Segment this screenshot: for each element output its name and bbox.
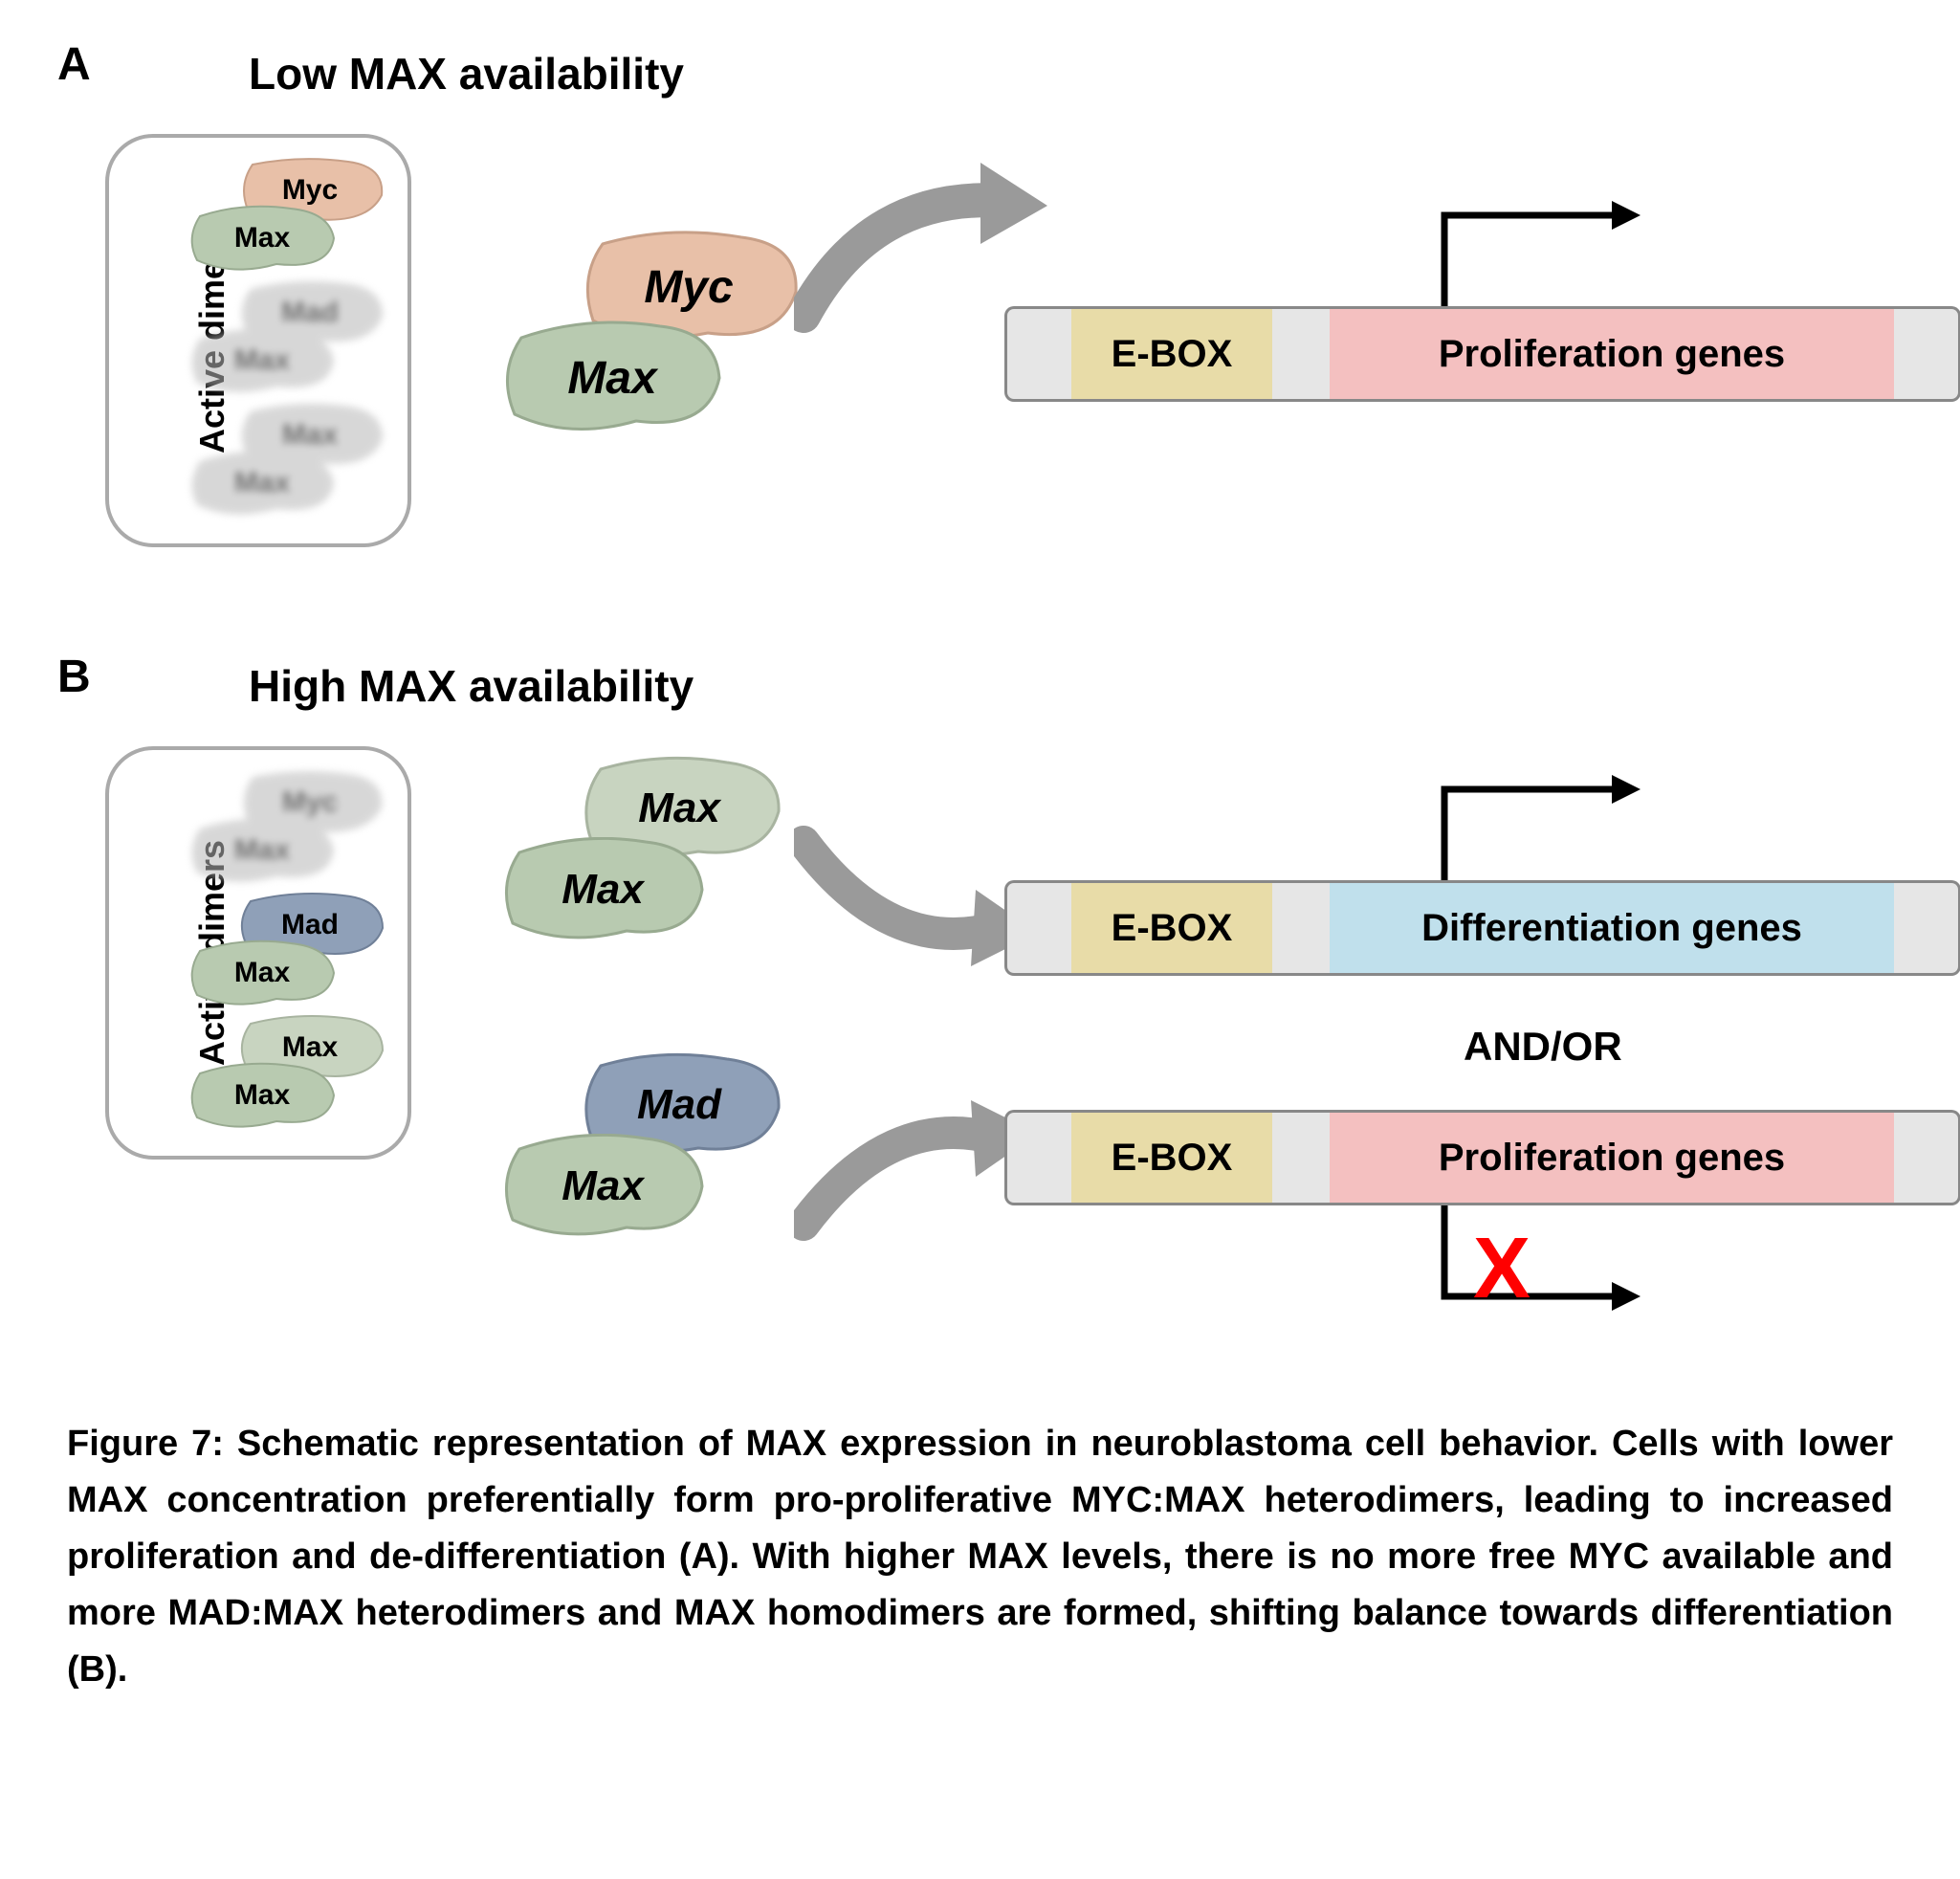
dimer-mad-max-a: Mad Max xyxy=(166,279,398,394)
max-label: Max xyxy=(234,222,290,254)
ebox-a: E-BOX xyxy=(1071,306,1272,402)
panel-b-body: Active dimers Myc Max Mad xyxy=(57,651,1903,1339)
gene-spacer-l xyxy=(1004,880,1071,976)
max-upper-top: Max xyxy=(638,785,720,832)
gene-spacer-l xyxy=(1004,306,1071,402)
main-dimer-upper-b: Max Max xyxy=(497,756,804,966)
tx-arrow-a xyxy=(1435,201,1645,306)
panel-b: B High MAX availability Active dimers My… xyxy=(57,651,1903,1339)
dimer-max-max-b: Max Max xyxy=(166,1014,398,1129)
red-x-icon: X xyxy=(1473,1220,1531,1318)
mad-label: Mad xyxy=(281,297,339,329)
myc-label: Myc xyxy=(282,786,338,819)
max-large-label: Max xyxy=(567,352,656,405)
gene-spacer-l xyxy=(1004,1110,1071,1205)
gene-row-lower-b: E-BOX Proliferation genes xyxy=(1004,1110,1960,1205)
mad-lower-top: Mad xyxy=(637,1081,721,1129)
diff-gene-b: Differentiation genes xyxy=(1330,880,1894,976)
tx-arrow-lower-b xyxy=(1435,1205,1645,1311)
myc-label: Myc xyxy=(282,174,338,207)
max-label: Max xyxy=(282,1031,338,1064)
gene-row-a: E-BOX Proliferation genes xyxy=(1004,306,1960,402)
gene-spacer-m xyxy=(1272,1110,1330,1205)
max-upper-bottom: Max xyxy=(562,866,644,914)
panel-a-body: Active dimers Myc Max Mad xyxy=(57,38,1903,574)
max-label: Max xyxy=(234,1079,290,1112)
ebox-lower-b: E-BOX xyxy=(1071,1110,1272,1205)
gene-spacer-r xyxy=(1894,880,1960,976)
max-label: Max xyxy=(234,957,290,989)
tx-arrow-upper-b xyxy=(1435,775,1645,880)
active-dimers-box-b: Active dimers Myc Max Mad xyxy=(105,746,411,1160)
max-label: Max xyxy=(234,344,290,377)
max-lower-bottom: Max xyxy=(562,1162,644,1210)
active-dimers-box-a: Active dimers Myc Max Mad xyxy=(105,134,411,547)
ebox-upper-b: E-BOX xyxy=(1071,880,1272,976)
max-label: Max xyxy=(234,834,290,867)
prolif-gene-b: Proliferation genes xyxy=(1330,1110,1894,1205)
main-dimer-a: Myc Max xyxy=(497,230,804,440)
myc-large-label: Myc xyxy=(644,261,733,314)
gene-spacer-r xyxy=(1894,306,1960,402)
panel-a: A Low MAX availability Active dimers Myc… xyxy=(57,38,1903,574)
gene-spacer-m xyxy=(1272,306,1330,402)
andor-label: AND/OR xyxy=(1464,1024,1622,1070)
dimer-myc-max-a: Myc Max xyxy=(166,157,398,272)
dimer-mad-max-b: Mad Max xyxy=(166,892,398,1006)
dimer-max-max-a: Max Max xyxy=(166,402,398,517)
gene-row-upper-b: E-BOX Differentiation genes xyxy=(1004,880,1960,976)
main-dimer-lower-b: Mad Max xyxy=(497,1052,804,1263)
figure-caption: Figure 7: Schematic representation of MA… xyxy=(57,1416,1903,1697)
gene-spacer-m xyxy=(1272,880,1330,976)
prolif-gene-a: Proliferation genes xyxy=(1330,306,1894,402)
dimer-myc-max-b: Myc Max xyxy=(166,769,398,884)
max-label: Max xyxy=(234,467,290,499)
mad-label: Mad xyxy=(281,909,339,941)
gene-spacer-r xyxy=(1894,1110,1960,1205)
max-label: Max xyxy=(282,419,338,452)
